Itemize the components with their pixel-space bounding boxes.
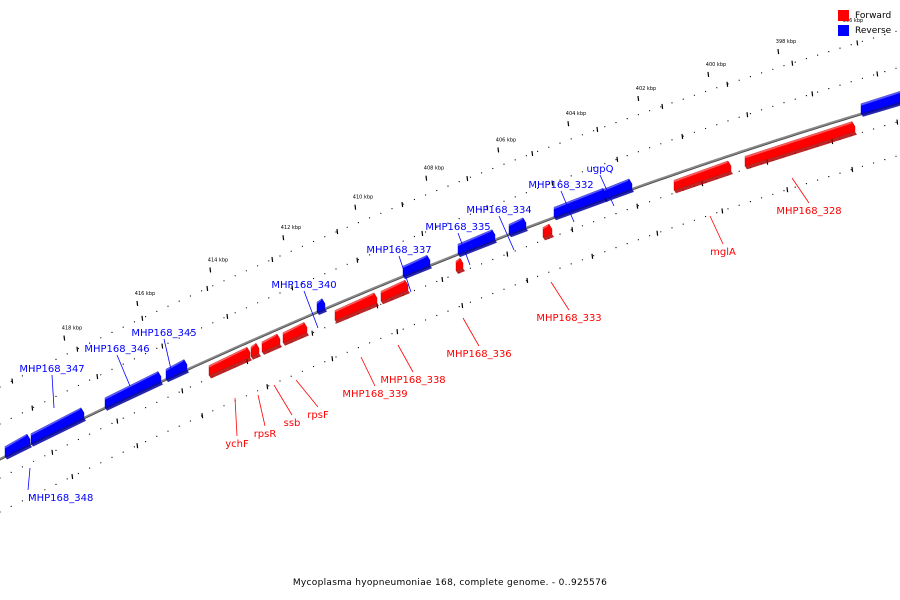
guide-row-1 bbox=[0, 67, 897, 425]
tick-mark-402 bbox=[637, 95, 640, 102]
tick-label-406: 406 kbp bbox=[496, 137, 516, 143]
gene-rpsF[interactable] bbox=[282, 322, 309, 346]
leader-line bbox=[234, 397, 238, 437]
gene-label: MHP168_337 bbox=[366, 245, 431, 256]
gene-MHP168_328[interactable] bbox=[744, 121, 857, 170]
gene-MHP168_334[interactable] bbox=[508, 217, 528, 238]
tick-label-412: 412 kbp bbox=[281, 225, 301, 231]
leader-line bbox=[709, 215, 724, 245]
gene-MHP168_335[interactable] bbox=[457, 229, 497, 258]
gene-MHP168_339[interactable] bbox=[334, 292, 379, 324]
legend-label-forward: Forward bbox=[855, 10, 892, 21]
gene-label: ssb bbox=[284, 418, 301, 429]
gene-label: MHP168_335 bbox=[425, 222, 490, 233]
tick-mark-414 bbox=[209, 267, 212, 273]
leader-line bbox=[791, 177, 810, 204]
gene-mglA[interactable] bbox=[673, 160, 733, 194]
tick-mark-418 bbox=[63, 335, 66, 341]
genome-caption: Mycoplasma hyopneumoniae 168, complete g… bbox=[292, 578, 608, 588]
gene-label: rpsR bbox=[254, 429, 277, 440]
gene-label: MHP168_334 bbox=[466, 205, 531, 216]
gene-MHP168_348[interactable] bbox=[4, 433, 32, 460]
gene-MHP168_338[interactable] bbox=[380, 279, 410, 305]
tick-mark-398 bbox=[777, 48, 780, 55]
gene-label: ychF bbox=[225, 439, 249, 450]
legend: Forward Reverse bbox=[838, 8, 891, 38]
tick-label-404: 404 kbp bbox=[566, 111, 586, 117]
tick-mark-412 bbox=[282, 235, 285, 241]
leader-line bbox=[273, 384, 293, 416]
tick-label-398: 398 kbp bbox=[776, 39, 796, 45]
gene-label: MHP168_348 bbox=[28, 493, 93, 504]
tick-label-402: 402 kbp bbox=[636, 86, 656, 92]
leader-line bbox=[51, 374, 55, 409]
gene-label: MHP168_345 bbox=[131, 328, 196, 339]
leader-line bbox=[397, 344, 414, 373]
leader-line bbox=[498, 215, 515, 251]
guide-row-2 bbox=[0, 119, 899, 479]
gene-MHP168_347[interactable] bbox=[30, 407, 86, 447]
gene-MHP168_346[interactable] bbox=[104, 371, 163, 411]
gene-rpsR[interactable] bbox=[250, 342, 261, 360]
leader-line bbox=[163, 338, 174, 379]
tick-label-400: 400 kbp bbox=[706, 62, 726, 68]
leader-line bbox=[599, 174, 615, 207]
gene-label: MHP168_340 bbox=[271, 280, 336, 291]
tick-mark-406 bbox=[497, 147, 500, 153]
tick-label-414: 414 kbp bbox=[208, 257, 228, 263]
legend-swatch-reverse bbox=[838, 25, 849, 36]
gene-label: MHP168_346 bbox=[84, 344, 149, 355]
leader-line bbox=[550, 281, 570, 311]
tick-mark-410 bbox=[354, 204, 357, 210]
leader-line bbox=[457, 232, 471, 266]
gene-unlabeled[interactable] bbox=[860, 91, 900, 117]
leader-line bbox=[560, 190, 575, 223]
tick-label-410: 410 kbp bbox=[353, 195, 373, 201]
gene-label: MHP168_339 bbox=[342, 389, 407, 400]
tick-label-416: 416 kbp bbox=[135, 291, 155, 297]
leader-line bbox=[295, 379, 319, 408]
legend-swatch-forward bbox=[838, 10, 849, 21]
gene-label: ugpQ bbox=[587, 164, 614, 175]
gene-label: MHP168_328 bbox=[776, 206, 841, 217]
leader-line bbox=[398, 255, 412, 293]
leader-line bbox=[27, 467, 31, 491]
legend-item-reverse: Reverse bbox=[838, 23, 891, 38]
gene-ssb[interactable] bbox=[261, 333, 282, 355]
tick-mark-416 bbox=[136, 300, 139, 306]
gene-label: MHP168_338 bbox=[380, 375, 445, 386]
legend-label-reverse: Reverse bbox=[855, 25, 892, 36]
gene-label: MHP168_347 bbox=[19, 364, 84, 375]
leader-line bbox=[303, 290, 319, 329]
gene-label: MHP168_332 bbox=[528, 180, 593, 191]
tick-mark-404 bbox=[567, 121, 570, 127]
leader-line bbox=[462, 317, 480, 347]
tick-label-408: 408 kbp bbox=[424, 166, 444, 172]
leader-line bbox=[116, 354, 131, 387]
gene-label: MHP168_333 bbox=[536, 313, 601, 324]
gene-label: MHP168_336 bbox=[446, 349, 511, 360]
guide-row-3 bbox=[0, 155, 897, 513]
legend-item-forward: Forward bbox=[838, 8, 891, 23]
gene-MHP168_336[interactable] bbox=[455, 257, 465, 274]
leader-line bbox=[360, 356, 376, 387]
gene-MHP168_333[interactable] bbox=[542, 223, 554, 241]
gene-MHP168_337[interactable] bbox=[402, 255, 432, 280]
tick-label-396: 396 kbp bbox=[843, 18, 863, 24]
guide-row-0 bbox=[0, 30, 897, 388]
tick-label-418: 418 kbp bbox=[62, 326, 82, 332]
tick-mark-400 bbox=[707, 71, 710, 78]
gene-ugpQ[interactable] bbox=[603, 178, 634, 202]
gene-label: rpsF bbox=[307, 410, 329, 421]
tick-mark-408 bbox=[425, 175, 428, 181]
leader-line bbox=[257, 394, 266, 427]
gene-ychF[interactable] bbox=[208, 346, 252, 379]
gene-MHP168_340[interactable] bbox=[316, 298, 327, 316]
gene-label: mglA bbox=[710, 247, 736, 258]
